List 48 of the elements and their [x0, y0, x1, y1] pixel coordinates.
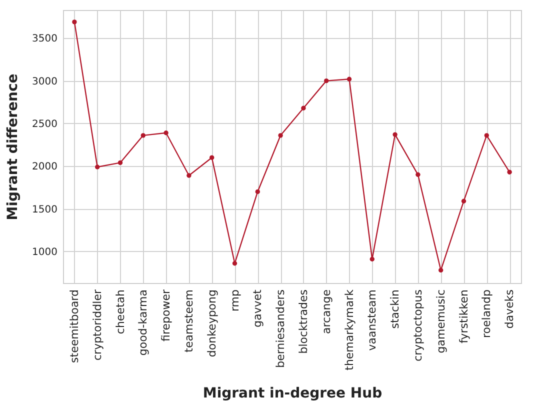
point — [438, 268, 444, 273]
x-tick-label: themarkymark — [342, 288, 356, 370]
x-tick-label: good-karma — [136, 290, 150, 356]
point — [301, 106, 306, 110]
y-axis-title: Migrant difference — [5, 74, 22, 220]
point — [72, 20, 77, 24]
y-tick-label: 2000 — [32, 162, 58, 173]
y-tick-label: 1500 — [32, 204, 58, 216]
point — [186, 173, 192, 178]
x-tick-label: cheetah — [114, 289, 127, 334]
x-tick-label: cryptoriddler — [90, 289, 104, 360]
x-tick-label: blocktrades — [296, 289, 310, 354]
point — [416, 172, 420, 177]
point — [164, 130, 168, 136]
y-tick-label: 1000 — [32, 246, 58, 258]
y-tick-label: 3000 — [32, 76, 58, 88]
point — [95, 164, 100, 170]
point — [140, 133, 146, 138]
x-tick-label: firepower — [160, 289, 173, 342]
x-tick-label: roelandp — [480, 289, 494, 338]
point — [118, 160, 123, 166]
x-tick-label: stackin — [388, 289, 402, 329]
point — [210, 155, 214, 160]
x-tick-label: daveks — [503, 289, 516, 329]
y-tick-label: 2500 — [32, 118, 58, 130]
x-tick-label: steemitboard — [68, 290, 81, 363]
point — [507, 170, 512, 174]
x-tick-label: berniesanders — [274, 289, 288, 368]
y-tick-label: 3500 — [32, 34, 58, 45]
point — [461, 198, 466, 204]
x-tick-label: cryptoctopus — [411, 289, 424, 362]
point — [278, 133, 283, 138]
point — [484, 133, 489, 138]
x-tick-label: rmp — [228, 289, 242, 312]
point — [346, 76, 352, 82]
x-tick-label: arcange — [320, 289, 333, 334]
point — [255, 189, 260, 194]
point — [370, 256, 374, 262]
x-tick-label: gavvet — [251, 288, 264, 328]
x-tick-label: teamsteem — [182, 290, 196, 352]
point — [392, 132, 398, 137]
point — [232, 261, 238, 266]
x-tick-label: donkeypong — [205, 290, 218, 358]
x-tick-label: gamemusic — [434, 290, 448, 354]
x-tick-label: fyrstikken — [457, 289, 470, 344]
x-axis-title: Migrant in-degree Hub — [202, 385, 382, 402]
x-tick-label: vaansteam — [366, 290, 379, 351]
point — [324, 78, 329, 84]
